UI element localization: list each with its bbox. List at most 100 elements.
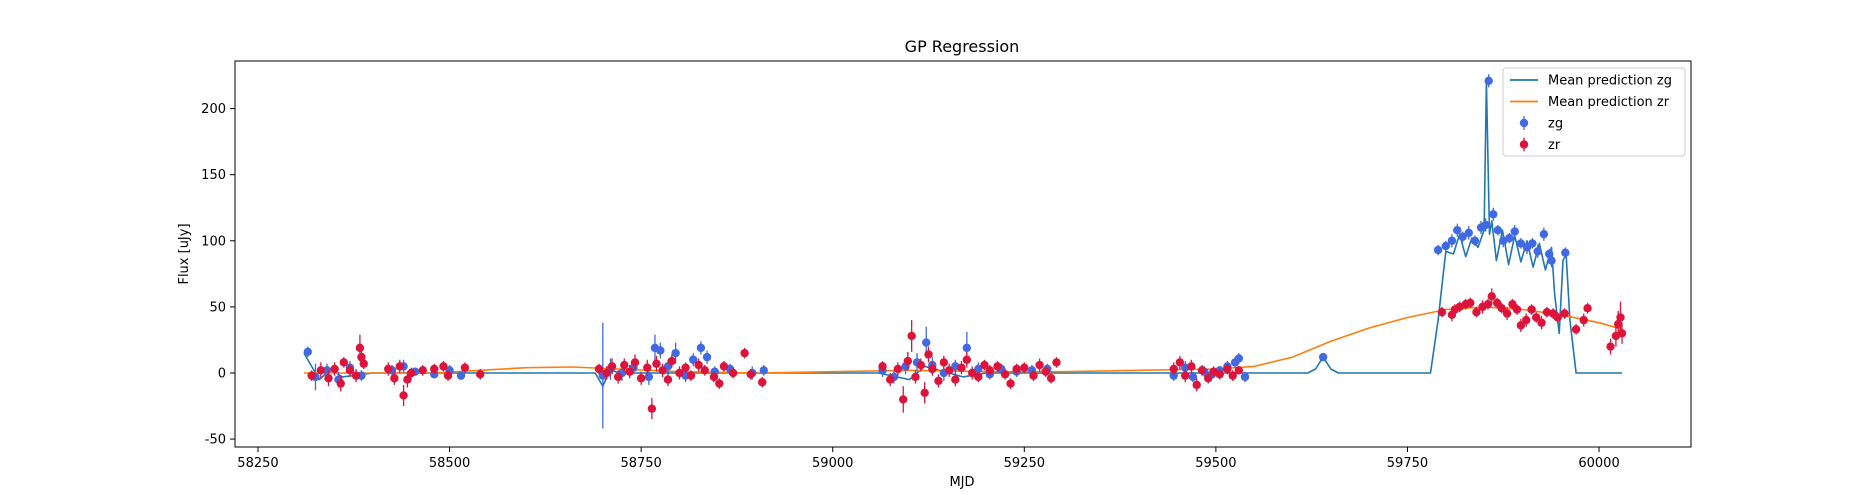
x-tick-label: 60000 <box>1578 456 1619 471</box>
zr-point <box>700 366 709 375</box>
zr-point <box>636 374 646 383</box>
zr-point <box>675 368 684 378</box>
zr-point <box>911 372 920 382</box>
zr-point <box>957 363 966 372</box>
zr-point <box>1560 309 1569 318</box>
zr-point <box>1006 379 1015 388</box>
zr-point <box>1046 374 1056 383</box>
zr-point <box>1527 305 1536 314</box>
zr-point <box>907 331 916 341</box>
zr-point <box>390 374 399 383</box>
zr-point <box>1187 362 1196 371</box>
zr-point <box>878 362 887 371</box>
zr-point <box>1512 305 1522 314</box>
legend-swatch-marker-zg <box>1519 118 1529 128</box>
zr-point <box>1579 315 1588 325</box>
zr-point <box>418 366 427 375</box>
zr-point <box>939 358 949 367</box>
zg-point <box>456 371 466 380</box>
zr-point <box>728 368 738 378</box>
zr-point <box>667 356 676 366</box>
zr-point <box>647 404 657 413</box>
zr-point <box>1035 360 1044 370</box>
zr-point <box>625 367 634 376</box>
zr-point <box>694 360 703 370</box>
zr-point <box>1617 329 1627 338</box>
zr-point <box>1234 366 1244 375</box>
zr-point <box>351 371 361 380</box>
y-tick-label: 100 <box>201 234 226 249</box>
zr-point <box>1516 321 1526 330</box>
zg-point <box>1453 226 1462 235</box>
zr-point <box>395 362 404 371</box>
zr-point <box>345 366 355 375</box>
zr-point <box>1020 363 1029 372</box>
zr-point <box>324 374 333 383</box>
zr-point <box>920 388 929 398</box>
zg-point <box>1433 245 1443 255</box>
x-tick-label: 58250 <box>237 456 278 471</box>
y-tick-label: 200 <box>201 102 226 117</box>
zr-point <box>985 366 995 375</box>
zg-point <box>671 348 680 358</box>
zr-point <box>359 359 368 368</box>
zg-point <box>689 355 698 364</box>
x-tick-label: 59750 <box>1387 456 1428 471</box>
zr-point <box>1228 371 1237 380</box>
zg-point <box>962 343 972 353</box>
zg-point <box>1464 228 1473 238</box>
y-axis: -50 0 50 100 150 200 <box>201 102 235 448</box>
zr-point <box>1169 364 1178 374</box>
zr-point <box>924 350 933 359</box>
zr-point <box>1175 358 1185 367</box>
y-tick-label: 50 <box>209 300 226 315</box>
zr-point <box>460 363 470 372</box>
zr-point <box>602 368 611 378</box>
legend-label-mean-prediction-zr: Mean prediction zr <box>1548 95 1670 110</box>
zr-point <box>1522 315 1531 325</box>
zr-point <box>1197 366 1207 375</box>
zr-point <box>1583 303 1592 313</box>
legend-label-zr: zr <box>1548 138 1561 153</box>
zr-point <box>1204 374 1213 383</box>
zr-point <box>652 359 661 368</box>
zr-point <box>962 355 972 364</box>
zr-point <box>330 364 339 374</box>
zr-point <box>916 360 926 370</box>
zr-point <box>658 366 667 375</box>
zg-point <box>696 343 706 353</box>
zg-point <box>303 347 312 357</box>
zr-point <box>663 375 673 384</box>
x-tick-label: 58750 <box>620 456 661 471</box>
x-axis-label: MJD <box>949 475 974 490</box>
zr-point <box>719 362 729 371</box>
zg-point <box>1533 247 1542 256</box>
zg-point <box>1240 372 1250 382</box>
zr-point <box>643 363 652 372</box>
zr-point <box>1571 325 1581 334</box>
zr-point <box>630 358 640 367</box>
zr-point <box>407 368 416 378</box>
zr-point <box>903 356 913 366</box>
zr-point <box>1466 298 1475 308</box>
zr-point <box>339 358 349 367</box>
zg-point <box>656 346 665 355</box>
legend-label-zg: zg <box>1548 117 1563 132</box>
zr-point <box>607 362 617 371</box>
x-tick-label: 59000 <box>812 456 853 471</box>
zr-point <box>758 378 767 387</box>
zr-point <box>1537 318 1546 327</box>
zr-point <box>709 372 719 382</box>
zr-point <box>430 364 439 374</box>
zr-point <box>1215 370 1224 379</box>
zg-point <box>1547 256 1556 265</box>
zr-point <box>355 343 365 353</box>
y-axis-label: Flux [uJy] <box>177 223 192 284</box>
zg-point <box>1481 220 1490 230</box>
zr-point <box>974 372 983 382</box>
legend-swatch-marker-zr <box>1519 140 1529 149</box>
zr-point <box>316 366 326 375</box>
zg-point <box>1484 76 1493 86</box>
zr-series <box>307 288 1627 420</box>
zr-point <box>934 376 943 386</box>
